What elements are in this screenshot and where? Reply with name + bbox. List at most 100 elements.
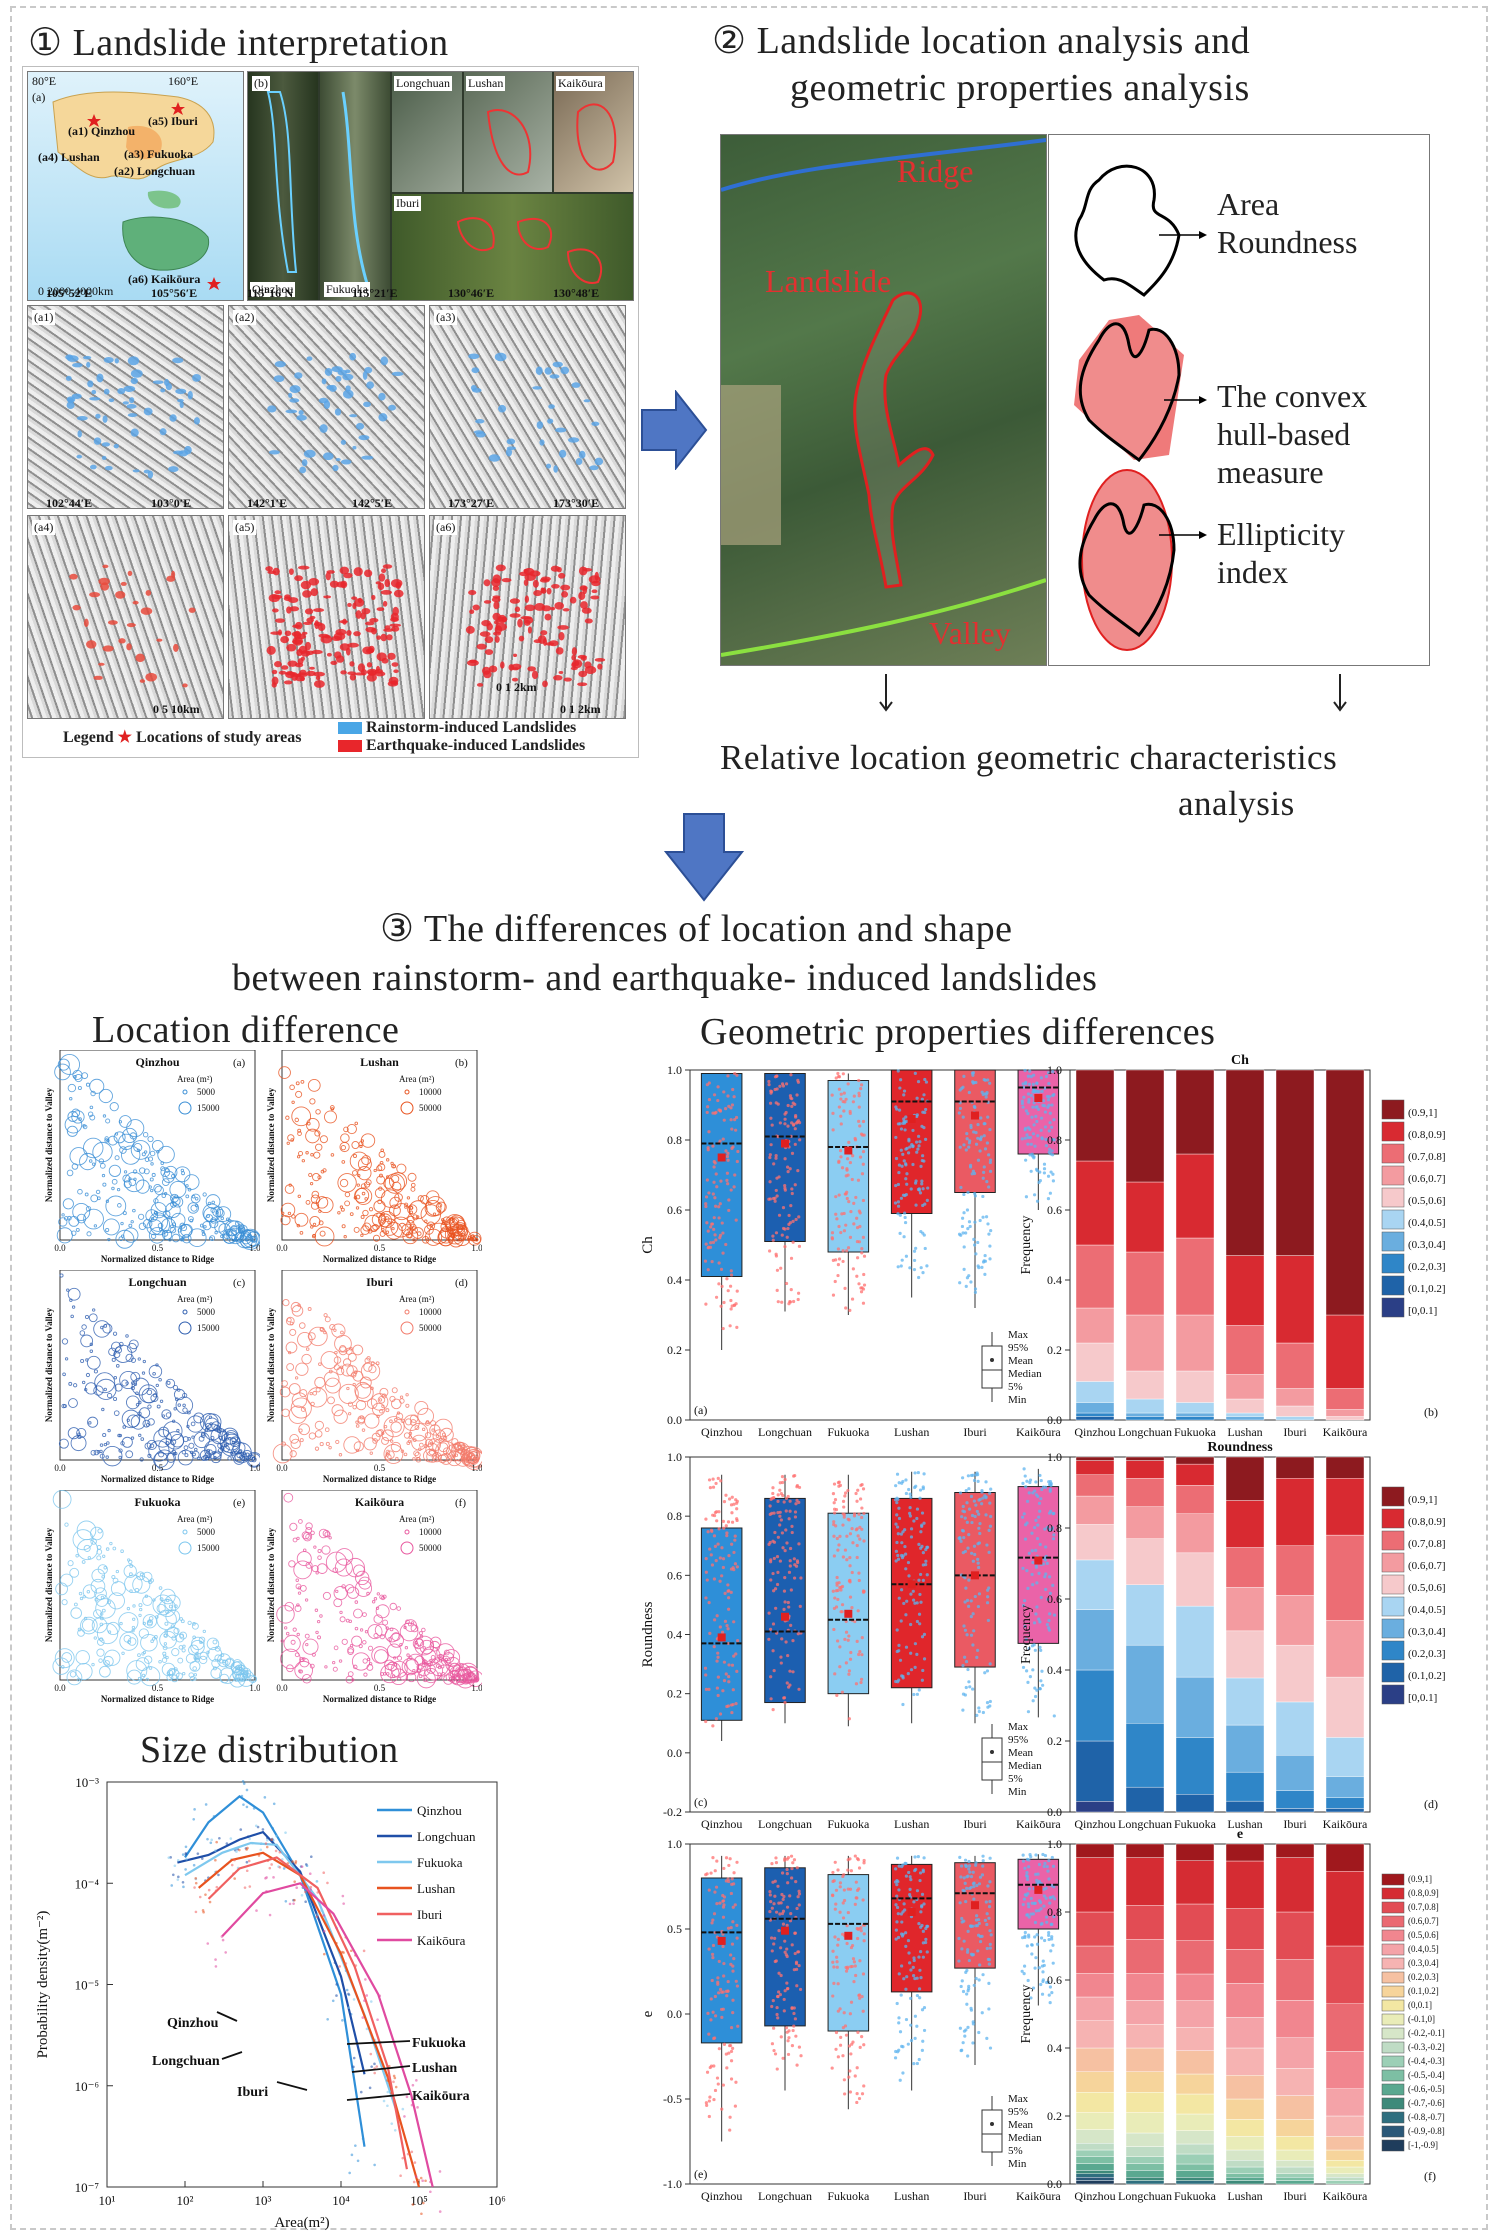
boxplot-point — [964, 1489, 968, 1493]
size-scatter-point — [209, 1841, 213, 1845]
landslide-dot — [378, 413, 388, 422]
boxplot-point — [912, 1258, 917, 1263]
shape2-line3: measure — [1217, 454, 1324, 490]
boxplot-point — [1033, 1966, 1037, 1970]
stackedbar-segment — [1325, 1388, 1365, 1410]
boxplot-point — [976, 1158, 981, 1162]
boxplot-point — [781, 1897, 785, 1902]
boxplot-point — [833, 1907, 837, 1911]
boxplot-point — [861, 1972, 866, 1976]
boxplot-point — [1035, 1605, 1039, 1609]
landslide-dot — [349, 673, 357, 681]
stackedbar-legend-text: (-0.3,-0.2] — [1408, 2042, 1445, 2052]
landslide-dot — [577, 654, 588, 659]
boxplot-point — [983, 1147, 988, 1151]
stackedbar-segment — [1075, 1495, 1115, 1525]
boxplot-point — [977, 1709, 981, 1714]
boxplot-point — [1048, 1489, 1052, 1493]
boxplot-point — [855, 1896, 859, 1900]
boxplot-point — [1048, 1575, 1052, 1579]
boxplot-point — [987, 1528, 991, 1532]
landslide-dot — [271, 676, 279, 685]
size-scatter-point — [193, 1808, 196, 1811]
boxplot-point — [716, 1976, 720, 1980]
landslide-dot — [103, 388, 110, 395]
boxplot-point — [964, 1284, 968, 1288]
boxplot-point — [783, 1112, 787, 1116]
landslide-dot — [360, 612, 367, 620]
boxplot-point — [972, 1104, 976, 1109]
stackedbar-legend-swatch — [1381, 2013, 1405, 2026]
boxplot-point — [735, 1507, 739, 1511]
boxplot-point — [857, 1993, 861, 1998]
legend-eq: Earthquake-induced Landslides — [338, 737, 585, 755]
boxplot-point — [1046, 1869, 1050, 1873]
boxplot-point — [726, 1182, 730, 1186]
boxplot-point — [862, 1272, 866, 1277]
boxplot-point — [729, 1269, 733, 1273]
stackedbar-segment — [1125, 2112, 1165, 2134]
landslide-dot — [509, 613, 521, 618]
landslide-dot — [584, 618, 593, 624]
boxplot-point — [1039, 1478, 1043, 1483]
size-ytick: 10⁻³ — [75, 1775, 99, 1790]
boxplot-legend-text: Median — [1008, 2132, 1042, 2144]
shape2-line1: The convex — [1217, 378, 1368, 414]
boxplot-point — [784, 2026, 789, 2030]
boxplot-point — [1029, 1142, 1033, 1146]
boxplot-point — [780, 1480, 785, 1485]
landslide-dot — [145, 590, 152, 596]
boxplot-point — [735, 1984, 740, 1988]
boxplot-point — [978, 1963, 982, 1967]
stackedbar-segment — [1325, 1478, 1365, 1536]
boxplot-point — [977, 1498, 981, 1502]
boxplot-point — [856, 1534, 860, 1538]
landslide-dot — [342, 618, 347, 625]
boxplot-point — [894, 1522, 898, 1526]
stackedbar-segment — [1275, 1342, 1315, 1389]
boxplot-point — [915, 1619, 920, 1624]
stackedbar-segment — [1075, 2180, 1115, 2185]
boxplot-point — [847, 1669, 851, 1673]
boxplot-point — [900, 1864, 904, 1869]
boxplot-point — [1033, 1525, 1037, 1530]
stackedbar-segment — [1125, 1506, 1165, 1539]
stackedbar-segment — [1175, 2093, 1215, 2115]
boxplot-point — [714, 1204, 718, 1208]
landslide-dot — [306, 356, 313, 361]
boxplot-point — [959, 1185, 963, 1190]
boxplot-point — [986, 1115, 990, 1119]
landslide-dot — [578, 450, 586, 459]
boxplot-point — [916, 1470, 920, 1475]
boxplot-point — [711, 1144, 715, 1148]
boxplot-point — [708, 2095, 712, 2099]
boxplot-ytick: 0.5 — [667, 1922, 682, 1936]
boxplot-point — [838, 1483, 843, 1487]
boxplot-point — [970, 1071, 975, 1075]
boxplot-point — [847, 1717, 851, 1721]
stackedbar-segment — [1175, 1370, 1215, 1403]
boxplot-point — [1048, 1147, 1052, 1151]
boxplot-point — [1047, 1150, 1051, 1154]
boxplot-point — [706, 1148, 710, 1152]
boxplot-ytick: 0.6 — [667, 1203, 682, 1217]
stackedbar-segment — [1325, 2173, 1365, 2178]
boxplot-point — [967, 1859, 971, 1864]
boxplot-point — [711, 1856, 715, 1860]
boxplot-point — [858, 1124, 862, 1128]
landslide-dot — [298, 410, 304, 416]
boxplot-point — [791, 2028, 795, 2033]
boxplot-point — [969, 2006, 973, 2010]
boxplot-point — [778, 1523, 782, 1527]
boxplot-point — [909, 1592, 913, 1596]
boxplot-point — [1023, 1128, 1027, 1132]
boxplot-point — [791, 1670, 795, 1674]
boxplot-point — [839, 2035, 843, 2039]
landslide-dot — [381, 657, 389, 664]
stackedbar-segment — [1175, 2073, 1215, 2095]
boxplot-point — [1042, 1167, 1047, 1171]
boxplot-point — [918, 1488, 923, 1492]
boxplot-point — [709, 1225, 713, 1229]
stackedbar-segment — [1075, 2020, 1115, 2049]
stackedbar-segment — [1325, 1314, 1365, 1389]
